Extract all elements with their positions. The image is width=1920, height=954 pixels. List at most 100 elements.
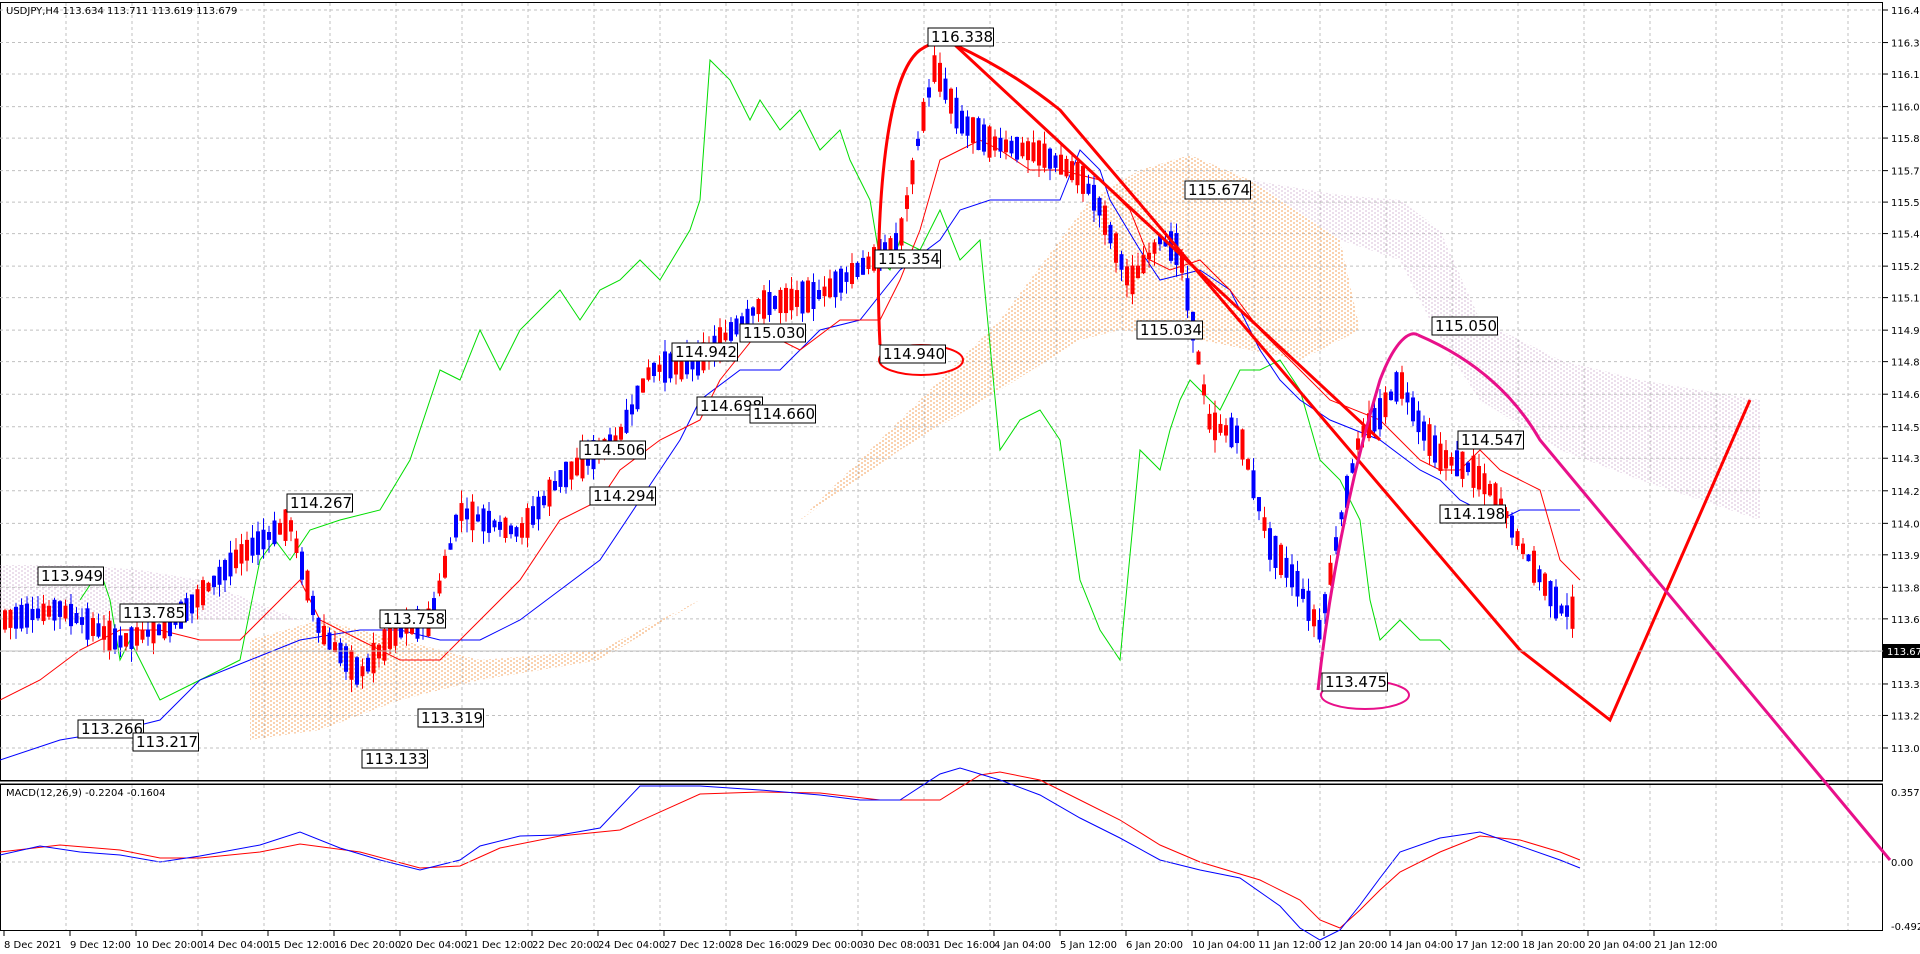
candle xyxy=(641,378,645,393)
candle xyxy=(1427,417,1432,466)
price-axis-label: 113.210 xyxy=(1891,711,1920,722)
candle xyxy=(817,279,821,301)
candle xyxy=(256,521,260,566)
candle xyxy=(1086,174,1091,196)
candle xyxy=(327,627,332,651)
candle xyxy=(1053,152,1058,173)
candle xyxy=(437,573,442,597)
magenta-downtrend-line xyxy=(1417,333,1892,861)
candle xyxy=(366,653,370,674)
time-axis-label: 17 Jan 12:00 xyxy=(1456,940,1519,951)
candle xyxy=(833,269,838,308)
candle xyxy=(300,547,304,586)
svg-text:115.674: 115.674 xyxy=(1188,181,1250,199)
candle xyxy=(69,594,73,635)
price-label-box: 114.294 xyxy=(589,486,656,506)
candle xyxy=(190,594,194,624)
candle xyxy=(1350,459,1355,474)
candle xyxy=(476,506,480,523)
candle xyxy=(784,283,788,322)
candle xyxy=(377,642,381,668)
svg-text:113.758: 113.758 xyxy=(383,610,445,628)
svg-text:114.267: 114.267 xyxy=(290,494,352,512)
candle xyxy=(388,626,392,654)
candle xyxy=(250,525,255,563)
price-axis-label: 115.870 xyxy=(1891,134,1920,145)
candle xyxy=(531,495,535,529)
candle xyxy=(371,632,376,683)
time-axis-label: 6 Jan 20:00 xyxy=(1126,940,1183,951)
price-axis-label: 113.060 xyxy=(1891,744,1920,755)
candle xyxy=(25,596,29,634)
candle xyxy=(905,186,909,222)
candle xyxy=(1273,535,1278,580)
candle xyxy=(921,98,926,133)
svg-text:113.475: 113.475 xyxy=(1325,673,1387,691)
price-axis-label: 113.355 xyxy=(1891,680,1920,691)
candle xyxy=(663,339,667,392)
candle xyxy=(1510,512,1514,546)
candle xyxy=(1092,172,1096,223)
price-axis[interactable]: 116.460 116.310 116.165 116.015 115.870 115.7… xyxy=(1883,6,1920,755)
candle xyxy=(1103,200,1107,246)
candle xyxy=(1317,608,1322,643)
candle xyxy=(1504,507,1509,529)
candle xyxy=(657,355,662,381)
candle xyxy=(1257,496,1261,521)
candle xyxy=(927,79,931,107)
candle xyxy=(1004,130,1008,160)
price-axis-label: 114.840 xyxy=(1891,358,1920,369)
candle xyxy=(245,531,249,572)
candle xyxy=(503,516,508,543)
candle xyxy=(1075,160,1080,194)
candle xyxy=(1268,521,1272,572)
candle xyxy=(965,110,970,149)
candle xyxy=(41,594,46,625)
macd-indicator xyxy=(0,767,1883,941)
candle xyxy=(1284,546,1289,588)
candle xyxy=(569,461,574,490)
candle xyxy=(767,280,772,322)
candle xyxy=(1213,400,1217,453)
price-axis-label: 115.280 xyxy=(1891,262,1920,273)
candle xyxy=(316,617,321,643)
price-label-box: 114.940 xyxy=(879,344,946,364)
price-label-box: 113.319 xyxy=(417,708,484,728)
candle xyxy=(1422,415,1426,451)
candle xyxy=(1059,142,1063,175)
candle xyxy=(899,217,904,256)
candle xyxy=(1411,391,1415,427)
price-label-box: 114.547 xyxy=(1457,430,1524,450)
candle xyxy=(217,559,222,597)
candle xyxy=(1031,130,1036,163)
candle xyxy=(773,295,777,311)
candle xyxy=(1026,137,1030,173)
candle xyxy=(855,261,860,280)
svg-text:114.942: 114.942 xyxy=(675,343,737,361)
candle xyxy=(492,518,497,532)
macd-frame xyxy=(0,784,1883,931)
candle xyxy=(547,477,552,516)
candle xyxy=(1405,382,1410,415)
candle xyxy=(1383,386,1388,424)
candle xyxy=(1339,510,1344,527)
time-axis-label: 27 Dec 12:00 xyxy=(664,940,731,951)
candle xyxy=(1246,457,1250,471)
candle xyxy=(1477,453,1481,497)
candle xyxy=(652,361,656,383)
candle xyxy=(151,616,156,655)
candle xyxy=(850,253,854,289)
svg-text:113.217: 113.217 xyxy=(136,733,198,751)
candle xyxy=(954,87,959,134)
candle xyxy=(1389,389,1393,401)
candle xyxy=(1306,578,1311,631)
candle xyxy=(811,273,816,321)
price-axis-label: 116.165 xyxy=(1891,70,1920,81)
svg-text:114.547: 114.547 xyxy=(1461,431,1523,449)
candle xyxy=(558,470,563,493)
candle xyxy=(630,394,634,426)
candle xyxy=(1444,440,1448,481)
